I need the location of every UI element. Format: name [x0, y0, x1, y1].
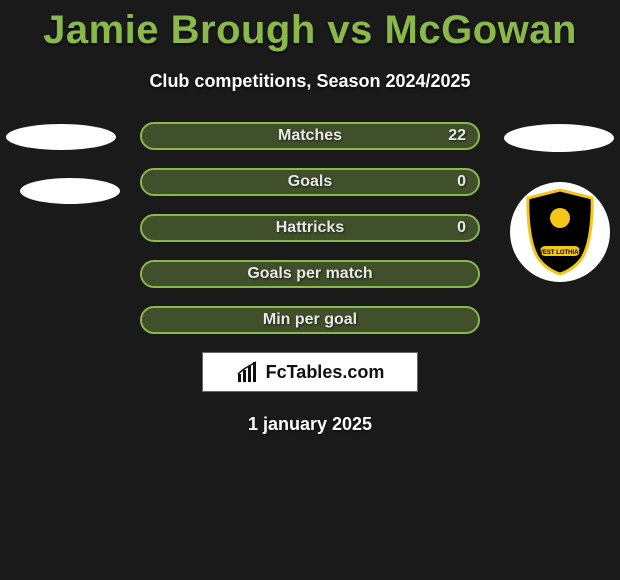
stats-container: Matches 22 Goals 0 Hattricks 0 Goals per match…: [140, 122, 480, 334]
stat-row: Matches 22: [140, 122, 480, 150]
stat-value-right: 22: [448, 127, 466, 145]
stat-label: Goals per match: [247, 265, 372, 283]
brand-name: FcTables.com: [266, 362, 385, 383]
stat-label: Min per goal: [263, 311, 357, 329]
season-subtitle: Club competitions, Season 2024/2025: [0, 71, 620, 92]
stat-label: Matches: [278, 127, 342, 145]
stat-value-right: 0: [457, 173, 466, 191]
stat-label: Goals: [288, 173, 332, 191]
stat-value-right: 0: [457, 219, 466, 237]
bar-chart-icon: [236, 360, 260, 384]
stat-row: Min per goal: [140, 306, 480, 334]
page-title: Jamie Brough vs McGowan: [0, 0, 620, 53]
stat-row: Goals 0: [140, 168, 480, 196]
stat-label: Hattricks: [276, 219, 344, 237]
date-label: 1 january 2025: [0, 414, 620, 435]
brand-logo[interactable]: FcTables.com: [202, 352, 418, 392]
stat-row: Hattricks 0: [140, 214, 480, 242]
stat-row: Goals per match: [140, 260, 480, 288]
